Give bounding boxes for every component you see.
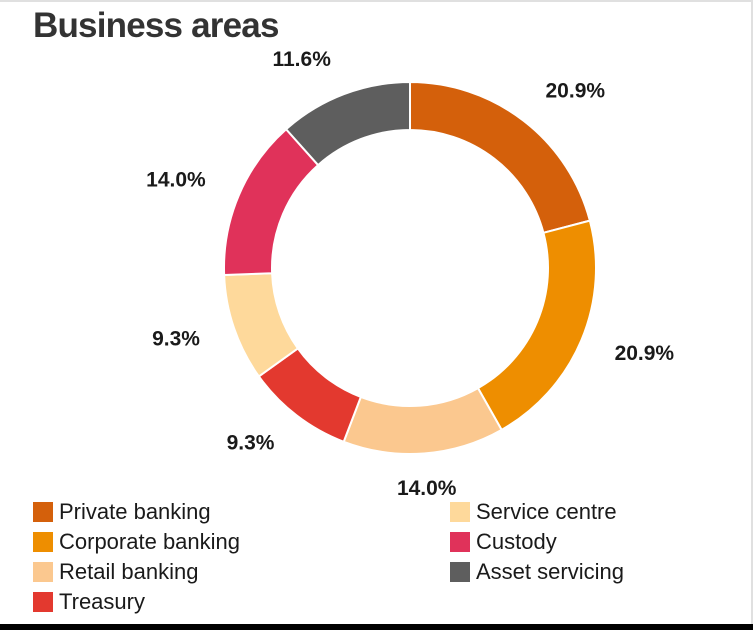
slice-retail-banking <box>342 386 504 455</box>
chart-title: Business areas <box>33 6 279 45</box>
legend-swatch <box>33 502 53 522</box>
data-label-service-centre: 9.3% <box>152 327 200 350</box>
legend-item-service-centre: Service centre <box>450 499 617 524</box>
slice-private-banking <box>409 80 592 235</box>
data-label-retail-banking: 14.0% <box>397 477 457 500</box>
data-label-treasury: 9.3% <box>227 431 275 454</box>
legend-label: Retail banking <box>59 559 199 584</box>
frame-top-border <box>0 0 753 2</box>
legend-swatch <box>33 532 53 552</box>
legend-item-private-banking: Private banking <box>33 499 211 524</box>
frame-right-border <box>751 0 753 630</box>
legend-label: Corporate banking <box>59 529 241 554</box>
legend-label: Private banking <box>59 499 211 524</box>
legend-label: Asset servicing <box>476 559 624 584</box>
legend-swatch <box>450 562 470 582</box>
data-label-custody: 14.0% <box>146 169 206 192</box>
legend-swatch <box>450 532 470 552</box>
legend-item-corporate-banking: Corporate banking <box>33 529 241 554</box>
legend-item-retail-banking: Retail banking <box>33 559 199 584</box>
legend-swatch <box>33 592 53 612</box>
frame-bottom-border <box>0 624 753 630</box>
legend-item-asset-servicing: Asset servicing <box>450 559 624 584</box>
slice-corporate-banking <box>476 219 597 432</box>
data-label-corporate-banking: 20.9% <box>615 342 675 365</box>
slice-asset-servicing <box>284 80 411 167</box>
slice-custody <box>223 127 320 277</box>
legend-item-custody: Custody <box>450 529 557 554</box>
legend-swatch <box>450 502 470 522</box>
data-label-private-banking: 20.9% <box>546 80 606 103</box>
legend-swatch <box>33 562 53 582</box>
legend-label: Custody <box>476 529 557 554</box>
legend-label: Treasury <box>59 589 145 614</box>
data-label-asset-servicing: 11.6% <box>272 48 331 71</box>
legend-item-treasury: Treasury <box>33 589 145 614</box>
legend-label: Service centre <box>476 499 617 524</box>
